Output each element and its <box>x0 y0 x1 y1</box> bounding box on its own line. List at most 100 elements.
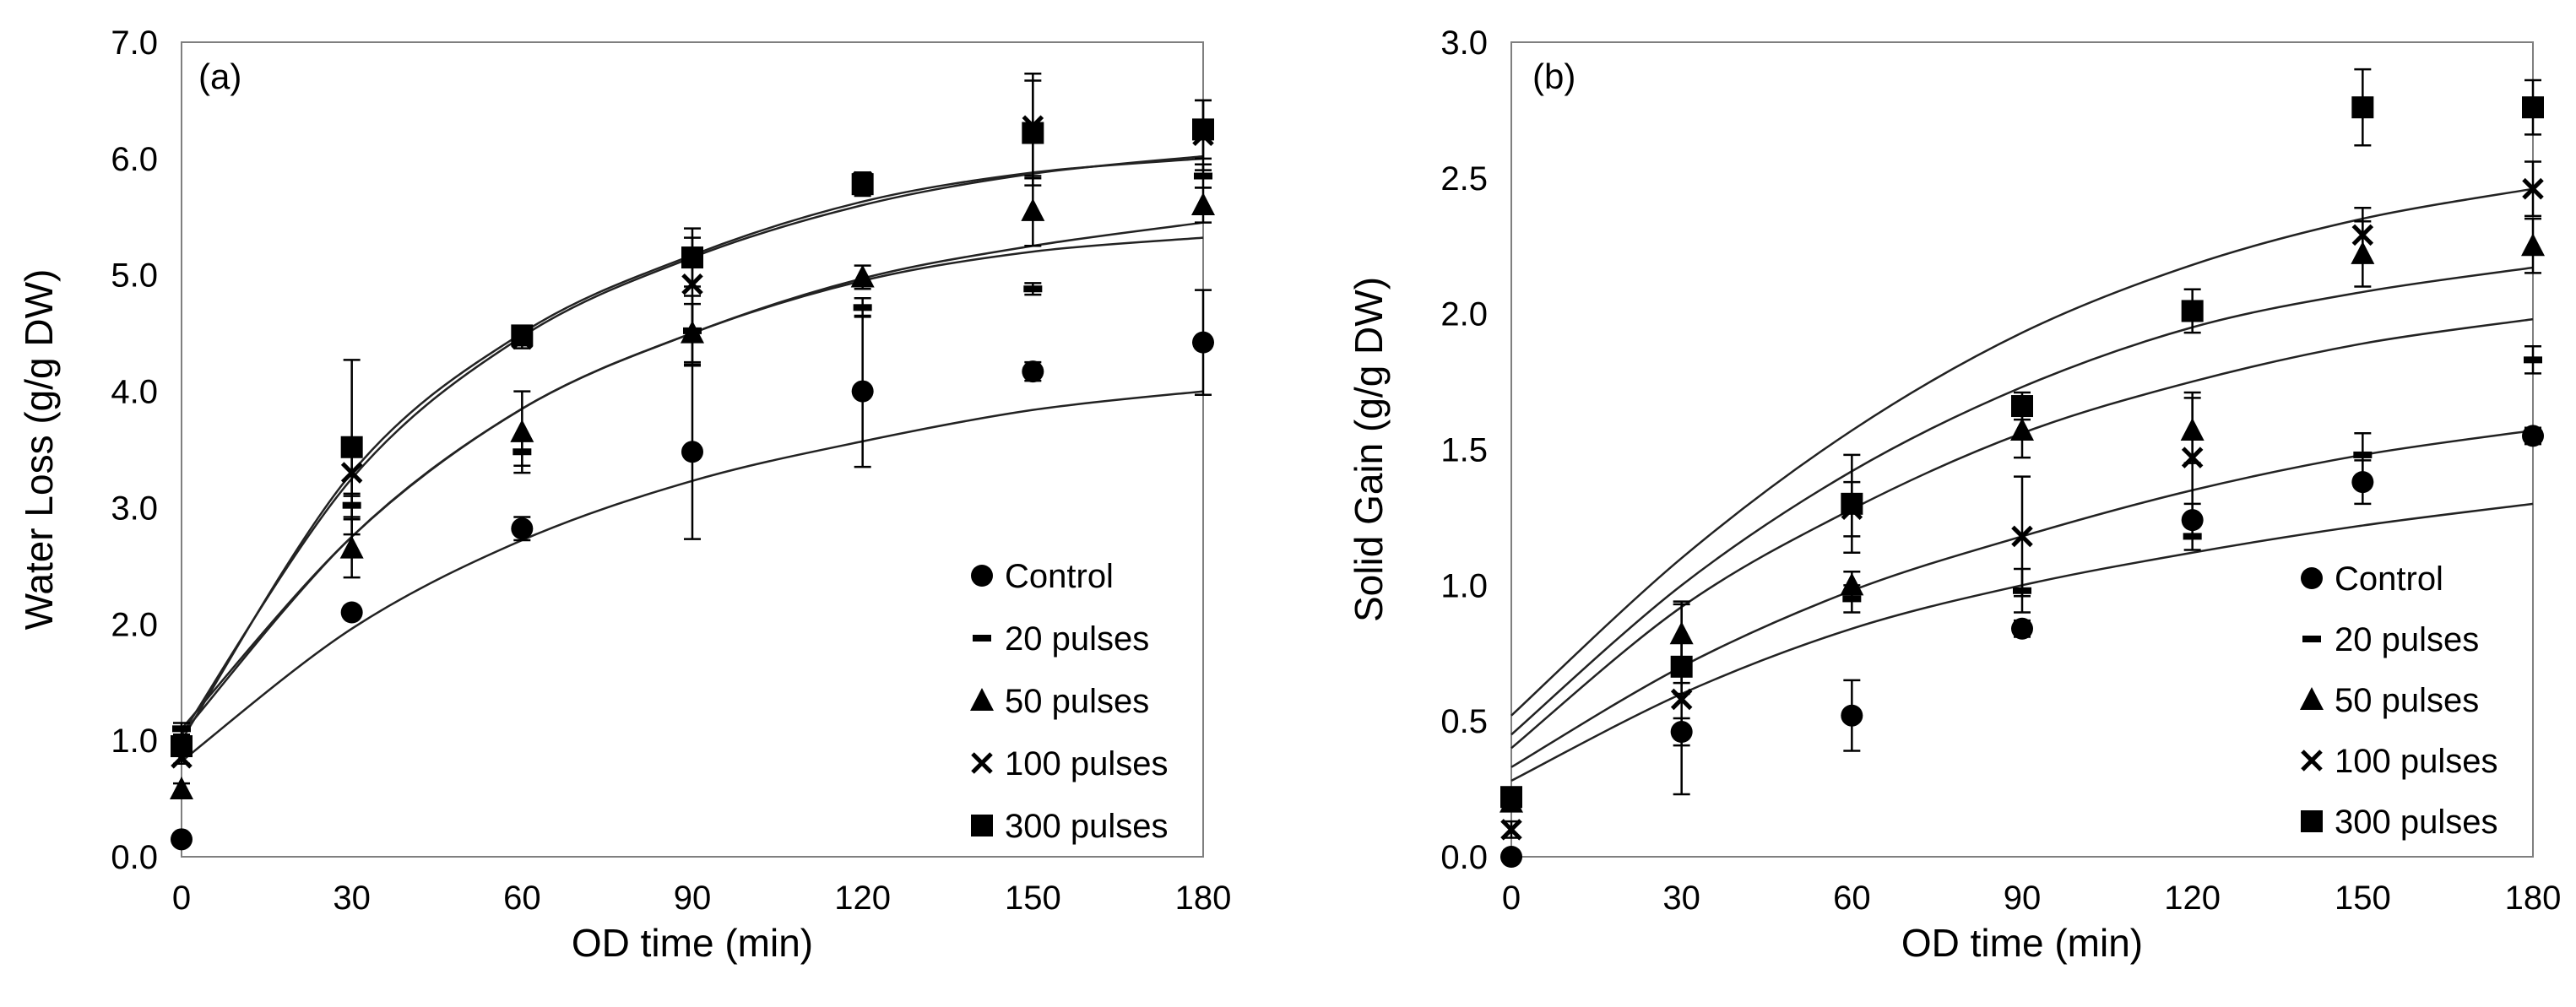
point-control <box>1192 331 1214 354</box>
point-300-pulses <box>2181 300 2204 322</box>
point-300-pulses <box>1841 492 1863 515</box>
point-300-pulses <box>2522 96 2544 119</box>
y-tick-label: 2.0 <box>111 606 158 643</box>
point-20-pulses <box>2183 533 2202 540</box>
legend-marker-100-pulses <box>971 752 993 774</box>
legend-label: 100 pulses <box>2335 743 2497 780</box>
point-control <box>1022 360 1044 383</box>
point-50-pulses <box>850 264 875 288</box>
y-tick-label: 6.0 <box>111 141 158 178</box>
legend-marker-300-pulses <box>971 815 993 836</box>
point-100-pulses <box>2011 525 2033 548</box>
x-tick-label: 120 <box>834 880 891 917</box>
point-control <box>681 441 703 463</box>
legend-label: 100 pulses <box>1005 745 1168 782</box>
point-100-pulses <box>2351 224 2374 246</box>
legend-label: Control <box>1005 558 1114 595</box>
y-tick-label: 0.0 <box>1440 839 1488 876</box>
point-300-pulses <box>851 173 874 196</box>
point-100-pulses <box>1500 819 1522 841</box>
y-tick-label: 4.0 <box>111 374 158 411</box>
point-100-pulses <box>2522 177 2544 200</box>
y-tick-label: 2.5 <box>1440 160 1488 198</box>
point-50-pulses <box>681 320 704 344</box>
point-50-pulses <box>2521 233 2545 257</box>
point-20-pulses <box>2353 451 2373 458</box>
y-tick-label: 1.5 <box>1440 432 1488 469</box>
point-300-pulses <box>681 246 703 269</box>
point-control <box>511 517 534 540</box>
point-control <box>2011 617 2033 640</box>
point-50-pulses <box>1840 572 1864 596</box>
legend-label: 50 pulses <box>1005 683 1149 720</box>
x-tick-label: 150 <box>2335 880 2391 917</box>
point-300-pulses <box>2351 96 2374 119</box>
point-control <box>1500 846 1522 868</box>
point-control <box>171 828 193 851</box>
legend-marker-control <box>2301 567 2323 589</box>
point-control <box>851 380 874 403</box>
legend-label: 300 pulses <box>2335 804 2497 841</box>
x-tick-label: 0 <box>172 880 191 917</box>
point-300-pulses <box>1670 655 1693 678</box>
legend-marker-100-pulses <box>2301 750 2323 771</box>
legend-label: 300 pulses <box>1005 808 1168 845</box>
legend-marker-20-pulses <box>2302 636 2321 642</box>
x-tick-label: 0 <box>1502 880 1521 917</box>
point-20-pulses <box>2524 356 2542 364</box>
point-control <box>2522 425 2544 447</box>
y-tick-label: 0.0 <box>111 839 158 876</box>
y-tick-label: 2.0 <box>1440 296 1488 333</box>
fit-curve-300-pulses <box>180 157 1204 741</box>
point-20-pulses <box>1194 172 1212 180</box>
x-tick-label: 90 <box>674 880 712 917</box>
point-300-pulses <box>340 436 363 458</box>
legend-marker-50-pulses <box>2300 687 2324 710</box>
x-tick-label: 30 <box>333 880 371 917</box>
x-tick-label: 90 <box>2004 880 2042 917</box>
point-50-pulses <box>510 419 534 442</box>
point-50-pulses <box>1191 192 1215 215</box>
chart-panel-a: 0.0 1.0 2.0 3.0 4.0 5.0 6.0 7.0 0 30 60 90 120 150 180… <box>17 24 1231 965</box>
plot-area <box>181 41 1204 858</box>
y-tick-label: 3.0 <box>111 490 158 527</box>
legend-marker-50-pulses <box>970 688 994 711</box>
point-300-pulses <box>171 735 193 758</box>
x-tick-label: 180 <box>2505 880 2562 917</box>
point-100-pulses <box>2181 447 2204 468</box>
chart-panel-b: 0.0 0.5 1.0 1.5 2.0 2.5 3.0 0 30 60 90 120 150 180 OD … <box>1347 24 2561 965</box>
x-tick-label: 60 <box>503 880 541 917</box>
legend-marker-control <box>971 565 993 587</box>
y-tick-label: 0.5 <box>1440 703 1488 740</box>
point-control <box>1841 704 1863 727</box>
legend-marker-20-pulses <box>973 635 991 642</box>
y-tick-label: 3.0 <box>1440 24 1488 62</box>
point-300-pulses <box>2011 395 2033 418</box>
panel-label: (a) <box>198 57 241 96</box>
point-control <box>340 601 363 624</box>
y-tick-label: 1.0 <box>111 723 158 760</box>
legend-label: 20 pulses <box>2335 621 2479 658</box>
fit-curve-100-pulses <box>180 154 1204 735</box>
point-20-pulses <box>853 304 872 311</box>
plot-area <box>1510 41 2534 858</box>
point-50-pulses <box>170 777 193 800</box>
y-tick-label: 7.0 <box>111 24 158 62</box>
point-50-pulses <box>2010 417 2034 441</box>
fit-curve-control <box>181 390 1204 762</box>
panel-label: (b) <box>1532 57 1575 96</box>
x-tick-label: 180 <box>1175 880 1232 917</box>
legend-label: 20 pulses <box>1005 620 1149 658</box>
x-tick-label: 150 <box>1005 880 1061 917</box>
point-50-pulses <box>339 535 364 559</box>
point-50-pulses <box>1021 198 1045 221</box>
point-20-pulses <box>172 725 191 733</box>
x-axis-label: OD time (min) <box>572 921 813 965</box>
x-axis-label: OD time (min) <box>1901 921 2143 965</box>
point-300-pulses <box>1022 122 1044 144</box>
legend-marker-300-pulses <box>2301 810 2323 832</box>
y-axis-label: Solid Gain (g/g DW) <box>1347 277 1391 622</box>
x-tick-label: 60 <box>1833 880 1871 917</box>
x-tick-label: 120 <box>2164 880 2221 917</box>
